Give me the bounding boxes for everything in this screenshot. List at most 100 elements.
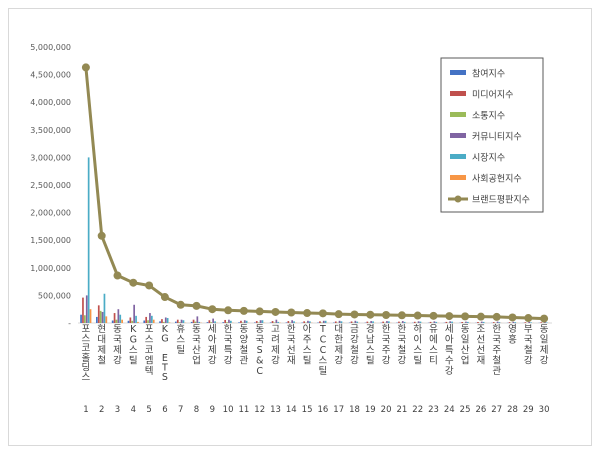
bar bbox=[99, 310, 102, 323]
x-index-label: 24 bbox=[444, 405, 455, 415]
bar bbox=[84, 315, 86, 323]
bar bbox=[273, 322, 276, 323]
bar bbox=[208, 320, 211, 323]
bar bbox=[178, 322, 181, 323]
line-point bbox=[492, 312, 501, 321]
bar bbox=[113, 313, 116, 323]
bar bbox=[461, 322, 464, 323]
bar bbox=[147, 320, 149, 323]
line-point bbox=[113, 271, 122, 280]
y-tick-label: 4,500,000 bbox=[30, 71, 71, 80]
bar bbox=[269, 322, 272, 323]
y-tick-label: 4,000,000 bbox=[30, 98, 71, 107]
line-point bbox=[176, 300, 185, 309]
bar bbox=[242, 322, 244, 323]
line-point bbox=[476, 312, 485, 321]
legend-swatch bbox=[450, 154, 466, 159]
x-index-label: 2 bbox=[99, 405, 104, 415]
bar bbox=[152, 319, 155, 323]
bar bbox=[354, 320, 357, 323]
bar bbox=[238, 322, 240, 323]
chart-frame: - 500,000 1,000,000 1,500,000 2,000,000 2,500… bbox=[8, 8, 592, 446]
y-tick-label: 2,500,000 bbox=[30, 181, 71, 190]
bar bbox=[175, 321, 177, 323]
legend-swatch bbox=[450, 112, 466, 117]
line-point bbox=[160, 293, 169, 302]
bar bbox=[230, 320, 232, 323]
bar bbox=[117, 309, 120, 323]
legend-label: 미디어지수 bbox=[472, 90, 513, 101]
bar bbox=[324, 320, 327, 323]
line-point bbox=[97, 231, 106, 240]
bar bbox=[228, 319, 230, 323]
bar bbox=[449, 321, 451, 323]
bar bbox=[398, 321, 400, 323]
legend-label: 커뮤니티지수 bbox=[472, 132, 522, 143]
bar bbox=[401, 321, 404, 323]
bar bbox=[419, 321, 422, 323]
category-label: 동 국 S & C bbox=[255, 324, 264, 377]
bar bbox=[275, 319, 278, 323]
bar bbox=[350, 321, 353, 323]
bar bbox=[226, 322, 228, 323]
bar bbox=[514, 322, 517, 323]
line-point bbox=[192, 301, 201, 310]
bar bbox=[388, 321, 390, 323]
bar bbox=[334, 321, 337, 323]
y-tick-label: 1,000,000 bbox=[30, 264, 71, 273]
line-point bbox=[129, 278, 138, 287]
legend-label: 참여지수 bbox=[472, 68, 505, 80]
x-index-label: 30 bbox=[539, 405, 550, 415]
bar bbox=[212, 318, 214, 323]
bar bbox=[429, 321, 432, 323]
line-point bbox=[429, 311, 438, 320]
x-index-label: 10 bbox=[223, 405, 234, 415]
bar bbox=[214, 321, 216, 323]
bar bbox=[492, 322, 495, 323]
bar bbox=[386, 321, 388, 323]
bar bbox=[540, 322, 543, 323]
bar bbox=[119, 314, 122, 323]
legend-label: 소통지수 bbox=[472, 111, 505, 122]
bar bbox=[240, 320, 242, 323]
bar bbox=[291, 320, 293, 323]
bar bbox=[307, 320, 309, 323]
line-point bbox=[287, 308, 296, 317]
legend-box bbox=[440, 57, 544, 213]
bar bbox=[303, 321, 306, 323]
x-index-label: 14 bbox=[286, 405, 297, 415]
y-tick-label: 3,000,000 bbox=[30, 153, 71, 162]
bar bbox=[451, 321, 453, 323]
bar bbox=[180, 319, 183, 323]
bar bbox=[135, 315, 137, 323]
bar bbox=[319, 321, 321, 323]
y-tick-label: 1,500,000 bbox=[30, 236, 71, 245]
bar bbox=[164, 317, 167, 323]
x-index-label: 25 bbox=[460, 405, 471, 415]
bar bbox=[413, 321, 416, 323]
bar bbox=[356, 321, 359, 323]
bar bbox=[524, 322, 527, 323]
bar bbox=[121, 319, 123, 323]
line-point bbox=[461, 312, 470, 321]
x-index-label: 19 bbox=[365, 405, 376, 415]
bar bbox=[190, 321, 193, 323]
bar bbox=[137, 321, 139, 323]
bar bbox=[151, 315, 153, 323]
bar bbox=[546, 322, 548, 323]
bar bbox=[97, 305, 100, 323]
bar bbox=[143, 320, 146, 323]
bar bbox=[85, 295, 88, 323]
x-index-label: 29 bbox=[523, 405, 534, 415]
x-index-label: 1 bbox=[83, 405, 88, 415]
bar bbox=[222, 322, 225, 323]
